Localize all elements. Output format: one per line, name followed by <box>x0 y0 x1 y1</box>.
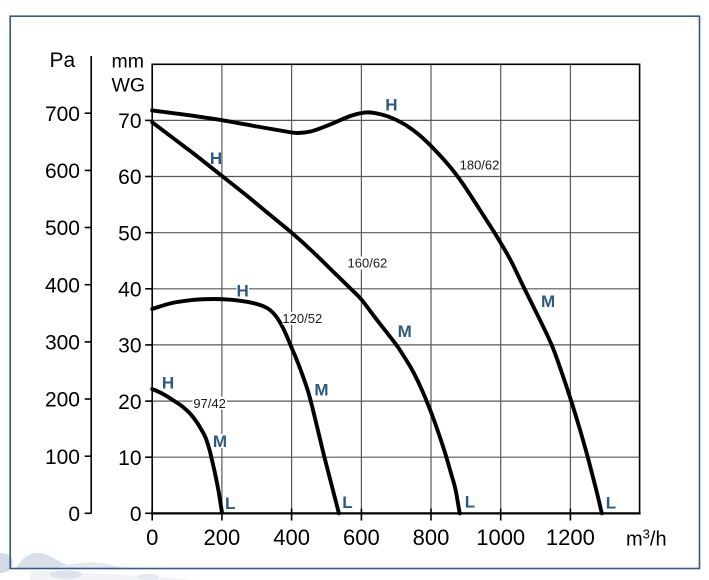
svg-text:70: 70 <box>118 110 141 133</box>
svg-text:50: 50 <box>118 222 141 245</box>
svg-text:L: L <box>342 493 352 512</box>
svg-text:10: 10 <box>118 447 141 470</box>
svg-text:600: 600 <box>45 160 80 183</box>
svg-text:L: L <box>465 493 475 512</box>
svg-text:1000: 1000 <box>476 525 525 550</box>
svg-text:700: 700 <box>45 103 80 126</box>
svg-text:M: M <box>541 292 555 311</box>
svg-text:120/52: 120/52 <box>282 311 322 326</box>
svg-text:180/62: 180/62 <box>460 158 500 173</box>
svg-text:40: 40 <box>118 279 141 302</box>
svg-text:Pa: Pa <box>50 49 76 72</box>
svg-text:L: L <box>225 494 235 513</box>
svg-text:0: 0 <box>68 503 80 526</box>
svg-text:mm: mm <box>112 51 145 73</box>
svg-text:20: 20 <box>118 391 141 414</box>
svg-text:800: 800 <box>413 525 450 550</box>
svg-text:m3/h: m3/h <box>626 526 667 550</box>
svg-text:97/42: 97/42 <box>193 396 226 411</box>
svg-text:160/62: 160/62 <box>348 256 388 271</box>
svg-text:H: H <box>210 149 222 168</box>
svg-text:M: M <box>213 432 227 451</box>
svg-text:1200: 1200 <box>546 525 595 550</box>
svg-text:M: M <box>398 322 412 341</box>
svg-text:30: 30 <box>118 335 141 358</box>
svg-text:H: H <box>385 96 397 115</box>
svg-text:M: M <box>314 381 328 400</box>
svg-text:300: 300 <box>45 332 80 355</box>
svg-text:500: 500 <box>45 217 80 240</box>
svg-text:L: L <box>606 494 616 513</box>
svg-text:600: 600 <box>343 525 380 550</box>
svg-text:400: 400 <box>273 525 310 550</box>
svg-text:H: H <box>162 373 174 392</box>
svg-text:0: 0 <box>146 525 158 550</box>
svg-text:H: H <box>237 282 249 301</box>
svg-text:200: 200 <box>204 525 241 550</box>
svg-text:0: 0 <box>130 503 142 526</box>
svg-text:60: 60 <box>118 166 141 189</box>
svg-text:WG: WG <box>112 75 146 97</box>
svg-text:400: 400 <box>45 274 80 297</box>
svg-text:100: 100 <box>45 446 80 469</box>
svg-text:200: 200 <box>45 389 80 412</box>
